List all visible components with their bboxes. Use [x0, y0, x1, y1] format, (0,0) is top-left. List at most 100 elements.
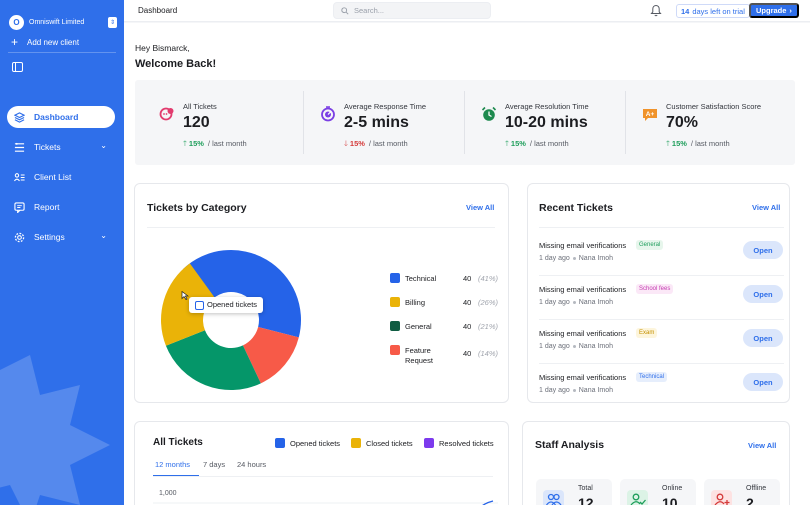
ticket-chat-icon: [159, 107, 174, 121]
stat-delta-period: / last month: [690, 139, 730, 148]
tickets-line-chart[interactable]: [153, 500, 498, 505]
upgrade-label: Upgrade: [756, 6, 787, 15]
sidebar-divider: [8, 52, 116, 53]
open-ticket-button[interactable]: Open: [743, 285, 783, 303]
grade-icon: A+: [643, 109, 657, 121]
legend-value: 40: [463, 274, 472, 283]
trial-badge: 14 days left on trial: [676, 4, 750, 18]
chevron-right-icon: ›: [789, 6, 792, 15]
view-all-link[interactable]: View All: [748, 441, 777, 450]
stat-all-tickets: All Tickets 120 🡑 15% / last month: [143, 80, 303, 165]
legend-closed: Closed tickets: [351, 438, 413, 448]
tooltip-swatch: [195, 300, 204, 310]
stat-delta-period: / last month: [368, 139, 408, 148]
staff-value: 10: [662, 495, 678, 505]
plus-icon: +: [11, 35, 19, 49]
upgrade-button[interactable]: Upgrade ›: [749, 3, 799, 18]
trial-text: days left on trial: [692, 6, 745, 16]
alarm-clock-icon: [481, 106, 497, 121]
staff-value: 2: [746, 495, 754, 505]
welcome-heading: Welcome Back!: [135, 58, 217, 70]
search-bar[interactable]: [333, 2, 491, 19]
staff-total-box: Total 12: [536, 479, 612, 505]
legend-percent: (14%): [478, 349, 499, 358]
ticket-title: Missing email verifications: [539, 285, 627, 294]
stat-value: 10-20 mins: [505, 114, 588, 131]
view-all-link[interactable]: View All: [752, 203, 781, 212]
sidebar-item-settings[interactable]: Settings ⌄: [7, 226, 115, 248]
recent-tickets-card: Recent Tickets View All Missing email ve…: [527, 183, 790, 403]
tab-24-hours[interactable]: 24 hours: [237, 460, 267, 469]
tab-7-days[interactable]: 7 days: [203, 460, 226, 469]
top-bar: Dashboard 14 days left on trial Upgrade …: [124, 0, 810, 22]
staff-label: Online: [662, 485, 683, 492]
search-icon: [341, 6, 349, 15]
sidebar-collapse-icon[interactable]: [12, 62, 23, 72]
org-switcher[interactable]: O Omniswift Limited ⇕: [9, 12, 117, 32]
open-ticket-button[interactable]: Open: [743, 329, 783, 347]
arrow-up-icon: 🡑: [505, 139, 509, 148]
legend-value: 40: [463, 298, 472, 307]
legend-item-billing: Billing 40 (26%): [390, 296, 500, 310]
legend-label: Closed tickets: [366, 438, 413, 448]
stat-value: 70%: [666, 114, 699, 131]
view-all-link[interactable]: View All: [466, 203, 495, 212]
ticket-icon: [14, 142, 25, 153]
open-ticket-button[interactable]: Open: [743, 241, 783, 259]
ticket-tag: General: [636, 240, 664, 250]
tooltip-label: Opened tickets: [207, 300, 258, 309]
ticket-title: Missing email verifications: [539, 329, 627, 338]
report-icon: [14, 201, 25, 213]
stat-delta-pct: 15%: [349, 139, 365, 148]
tab-12-months[interactable]: 12 months: [155, 460, 191, 469]
main-content: Hey Bismarck, Welcome Back! All Tickets …: [124, 23, 810, 505]
y-axis-tick: 1,000: [159, 490, 177, 497]
sidebar-item-tickets[interactable]: Tickets ⌄: [7, 136, 115, 158]
arrow-up-icon: 🡑: [183, 139, 187, 148]
sidebar-item-label: Dashboard: [34, 112, 79, 122]
stat-delta: 🡑 15% / last month: [183, 138, 247, 151]
sidebar-item-client-list[interactable]: Client List: [7, 166, 115, 188]
donut-slice-technical[interactable]: [183, 249, 302, 338]
legend-swatch: [390, 321, 400, 331]
donut-slice-general[interactable]: [165, 330, 261, 390]
greeting: Hey Bismarck,: [135, 43, 190, 53]
stat-label: Customer Satisfaction Score: [666, 102, 762, 111]
ticket-time: 1 day ago: [539, 387, 570, 394]
ticket-meta: 1 day ago Nana Imoh: [539, 299, 613, 306]
legend-item-technical: Technical 40 (41%): [390, 272, 500, 286]
add-client-label: Add new client: [27, 37, 80, 47]
chart-tooltip: Opened tickets: [189, 297, 264, 313]
category-donut-chart[interactable]: [159, 248, 303, 392]
stat-delta: 🡑 15% / last month: [666, 138, 730, 151]
notification-bell-icon[interactable]: [650, 4, 662, 17]
card-title: Recent Tickets: [539, 202, 613, 214]
add-client-button[interactable]: + Add new client: [11, 36, 79, 48]
ticket-row[interactable]: Missing email verifications Technical 1 …: [539, 372, 784, 409]
stat-delta-pct: 15%: [188, 139, 204, 148]
org-name: Omniswift Limited: [29, 18, 85, 26]
sidebar-item-dashboard[interactable]: Dashboard: [7, 106, 115, 128]
staff-label: Offline: [746, 485, 767, 492]
timer-icon: [321, 106, 335, 122]
staff-analysis-card: Staff Analysis View All Total 12 Online …: [522, 421, 790, 505]
ticket-user: Nana Imoh: [578, 299, 613, 306]
ticket-time: 1 day ago: [539, 255, 570, 262]
stat-label: Average Response Time: [344, 102, 426, 111]
ticket-user: Nana Imoh: [578, 343, 613, 350]
ticket-tag: Exam: [636, 328, 658, 338]
legend-swatch: [424, 438, 434, 448]
sidebar-item-report[interactable]: Report: [7, 196, 115, 218]
ticket-row[interactable]: Missing email verifications Exam 1 day a…: [539, 328, 784, 365]
donut-slice-billing[interactable]: [161, 263, 215, 346]
donut-slice-feature-request[interactable]: [242, 326, 299, 384]
open-ticket-button[interactable]: Open: [743, 373, 783, 391]
card-divider: [147, 227, 495, 228]
ticket-meta: 1 day ago Nana Imoh: [539, 343, 613, 350]
ticket-row[interactable]: Missing email verifications School fees …: [539, 284, 784, 321]
search-input[interactable]: [354, 6, 484, 15]
stat-delta-pct: 15%: [671, 139, 687, 148]
ticket-row[interactable]: Missing email verifications General 1 da…: [539, 240, 784, 277]
org-selector-icon[interactable]: ⇕: [108, 16, 117, 28]
ticket-title: Missing email verifications: [539, 373, 627, 382]
